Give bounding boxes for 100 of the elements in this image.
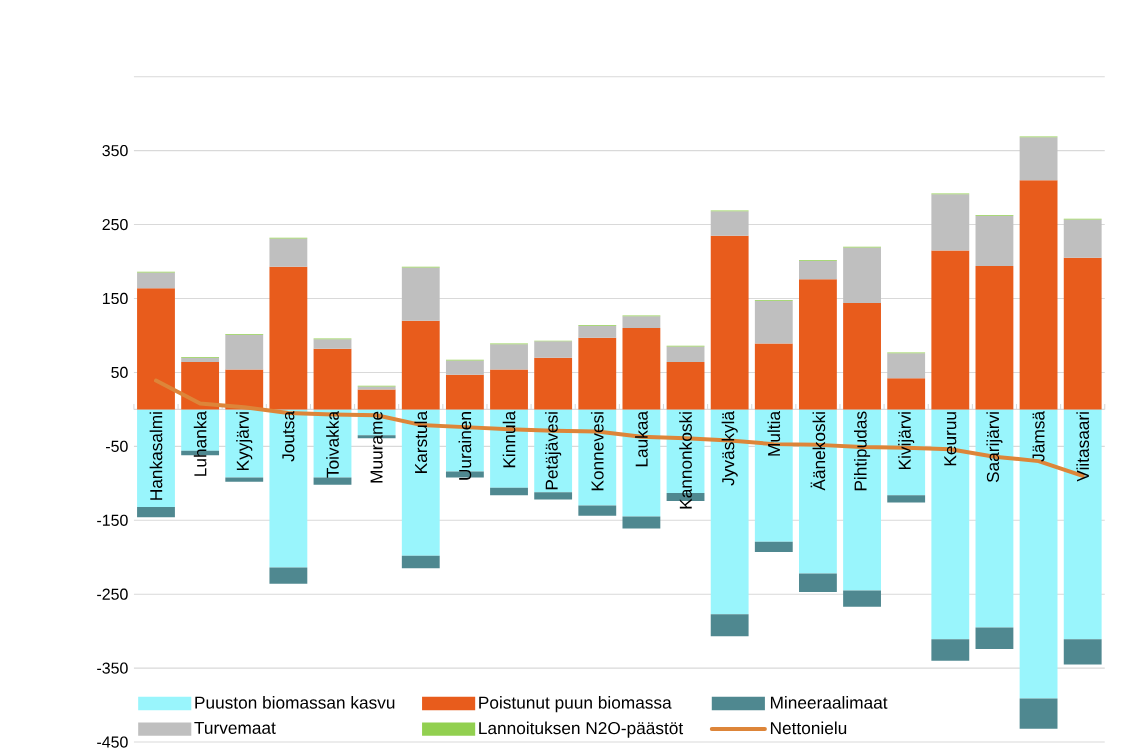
bar [710, 211, 749, 236]
x-tick-label: Saarijärvi [986, 412, 1003, 483]
bar [578, 337, 617, 410]
x-tick-label: Kannonkoski [679, 412, 692, 509]
x-tick-label: Jämsä [1032, 410, 1045, 462]
bar [534, 357, 573, 410]
bar [622, 328, 661, 410]
x-tick-label: Hankasalmi [149, 412, 163, 500]
bar [799, 409, 837, 574]
bar [843, 409, 881, 591]
bar [799, 573, 837, 592]
x-tick-label: Muurame [370, 411, 383, 483]
x-tick-label: Multia [767, 410, 781, 456]
y-tick-label: -150 [97, 514, 128, 526]
bar [225, 477, 264, 482]
bar [843, 590, 881, 607]
bar [269, 409, 308, 568]
y-tick-label: 350 [102, 144, 128, 157]
bar [799, 279, 837, 410]
x-tick-label: Konnevesi [590, 412, 604, 491]
bar [534, 492, 573, 500]
bar [931, 409, 970, 640]
x-tick-label: Viitasaari [1076, 412, 1090, 482]
legend-label: Lannoituksen N2O-päästöt [479, 721, 684, 738]
bar [1063, 639, 1102, 665]
bar [975, 627, 1014, 649]
bar [578, 325, 617, 338]
bar [1019, 180, 1058, 410]
bar [137, 409, 175, 507]
x-tick-label: Luhanka [193, 410, 207, 476]
x-tick-label: Laukaa [635, 410, 648, 467]
bar [269, 266, 308, 410]
bar [931, 250, 970, 410]
x-tick-label: Kyyjärvi [236, 412, 253, 470]
bar [622, 409, 661, 517]
bar [445, 374, 484, 410]
bar [490, 409, 528, 488]
bar [490, 369, 528, 410]
bar [975, 265, 1014, 410]
bar [313, 477, 352, 485]
bar [975, 409, 1014, 628]
y-tick-label: -50 [106, 440, 128, 452]
bar [401, 555, 440, 569]
bar [887, 353, 926, 379]
bar [843, 302, 881, 410]
x-tick-label: Kivijärvi [898, 412, 915, 470]
bar [1019, 409, 1058, 699]
bar [313, 348, 352, 410]
bar [843, 247, 881, 303]
bar [1063, 257, 1102, 410]
bar [401, 267, 440, 321]
x-tick-label: Petäjävesi [545, 412, 562, 490]
y-tick-label: -250 [97, 588, 128, 600]
bar [401, 320, 440, 410]
bar [666, 362, 705, 410]
bar [1019, 698, 1058, 729]
bar [931, 194, 970, 251]
bar [181, 357, 220, 363]
bar [931, 639, 970, 661]
x-tick-label: Uurainen [458, 412, 472, 480]
bar [622, 516, 661, 529]
bar [622, 316, 661, 329]
bar [137, 288, 175, 410]
bar [181, 362, 220, 410]
bar [666, 346, 705, 363]
bar [710, 409, 749, 615]
bar [534, 341, 573, 358]
bar [754, 343, 793, 410]
x-tick-label: Toivakka [326, 410, 339, 478]
x-tick-label: Jyväskylä [721, 410, 738, 486]
bar [1063, 409, 1102, 640]
bar [754, 541, 793, 553]
bar [1019, 137, 1058, 181]
bar [137, 272, 175, 289]
bar [490, 344, 528, 370]
bar [445, 360, 484, 375]
bar [269, 567, 308, 584]
bar [1063, 219, 1102, 258]
y-tick-label: 250 [102, 218, 128, 231]
bar [710, 614, 749, 637]
bar [137, 506, 175, 518]
x-tick-label: Pihtipudas [854, 411, 871, 491]
x-tick-label: Keuruu [944, 412, 957, 466]
y-tick-label: -350 [97, 662, 128, 674]
legend-label: Mineeraalimaat [770, 696, 888, 709]
bar [225, 409, 264, 478]
bar [887, 378, 926, 410]
bar [887, 495, 926, 503]
x-tick-label: Karstula [414, 410, 428, 473]
bar [225, 369, 264, 410]
x-tick-label: Joutsa [282, 410, 295, 462]
legend-label: Puuston biomassan kasvu [195, 696, 395, 709]
bar [799, 260, 837, 280]
bar [357, 389, 396, 410]
y-tick-label: 150 [102, 292, 128, 305]
bar [578, 505, 617, 516]
legend-label: Poistunut puun biomassa [479, 696, 672, 713]
y-tick-label: 50 [111, 366, 128, 379]
x-tick-label: Äänekoski [810, 412, 826, 491]
bar [401, 409, 440, 556]
